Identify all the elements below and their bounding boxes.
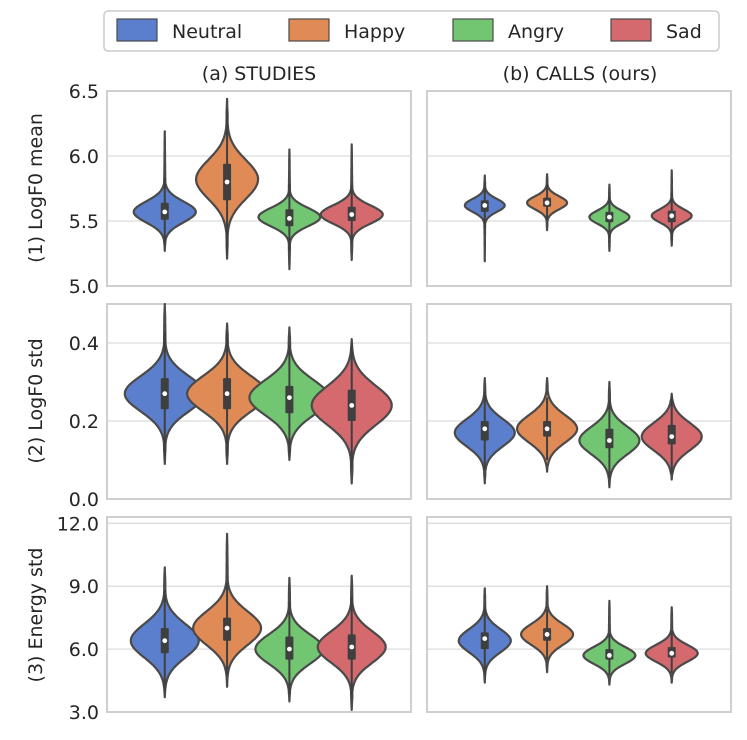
ytick-label: 0.4	[69, 333, 99, 355]
median-dot-angry	[607, 652, 612, 658]
median-dot-happy	[224, 625, 230, 631]
ytick-label: 0.2	[69, 411, 99, 433]
legend-frame	[103, 10, 720, 52]
legend-label-happy: Happy	[344, 21, 405, 43]
ytick-label: 5.5	[69, 211, 99, 233]
column-title-calls: (b) CALLS (ours)	[503, 63, 658, 85]
median-dot-neutral	[482, 636, 488, 642]
median-dot-happy	[224, 179, 230, 185]
median-dot-sad	[349, 403, 355, 408]
median-dot-happy	[544, 632, 550, 637]
ytick-label: 6.0	[69, 146, 99, 168]
ytick-label: 0.0	[69, 489, 99, 511]
median-dot-neutral	[162, 391, 168, 397]
row-label-energy-std: (3) Energy std	[25, 548, 47, 683]
panel-2-0: 3.0 6.0 9.0 12.0	[57, 513, 412, 724]
median-dot-happy	[544, 200, 550, 206]
legend-swatch-happy	[288, 18, 330, 42]
median-dot-sad	[349, 212, 355, 217]
panel-1-0: 0.0 0.2 0.4	[69, 302, 412, 511]
median-dot-sad	[349, 644, 355, 650]
median-dot-neutral	[482, 203, 488, 208]
panel-frame	[426, 90, 732, 287]
panel-frame	[426, 516, 732, 713]
median-dot-happy	[224, 391, 230, 397]
median-dot-neutral	[162, 638, 168, 644]
panel-frame	[106, 516, 412, 713]
median-dot-sad	[669, 434, 675, 439]
median-dot-angry	[607, 214, 612, 220]
median-dot-angry	[287, 646, 292, 652]
row-label-logf0-mean: (1) LogF0 mean	[25, 113, 47, 263]
median-dot-neutral	[482, 426, 488, 432]
panel-1-1	[426, 303, 732, 500]
ytick-label: 12.0	[57, 513, 99, 535]
legend: Neutral Happy Angry Sad	[103, 10, 720, 52]
legend-swatch-angry	[452, 18, 494, 42]
legend-label-sad: Sad	[666, 21, 702, 43]
panel-frame	[106, 90, 412, 287]
median-dot-happy	[544, 426, 550, 432]
panels: 5.0 5.5 6.0 6.5 0.0 0.2 0.4 3.0 6.0 9.0 12.0	[57, 81, 732, 724]
median-dot-sad	[669, 213, 675, 219]
panel-frame	[106, 303, 412, 500]
panel-frame	[426, 303, 732, 500]
median-dot-angry	[287, 216, 292, 221]
median-dot-sad	[669, 650, 675, 656]
panel-0-1	[426, 90, 732, 287]
median-dot-angry	[607, 438, 612, 443]
panel-0-0: 5.0 5.5 6.0 6.5	[69, 81, 412, 298]
panel-2-1	[426, 516, 732, 713]
ytick-label: 5.0	[69, 276, 99, 298]
ytick-label: 6.5	[69, 81, 99, 103]
median-dot-angry	[287, 395, 292, 400]
legend-swatch-sad	[610, 18, 652, 42]
column-title-studies: (a) STUDIES	[202, 63, 316, 85]
legend-label-neutral: Neutral	[172, 21, 242, 43]
legend-label-angry: Angry	[508, 21, 564, 43]
legend-swatch-neutral	[116, 18, 158, 42]
ytick-label: 6.0	[69, 639, 99, 661]
row-label-logf0-std: (2) LogF0 std	[25, 338, 47, 463]
ytick-label: 9.0	[69, 576, 99, 598]
median-dot-neutral	[162, 209, 168, 215]
ytick-label: 3.0	[69, 702, 99, 724]
